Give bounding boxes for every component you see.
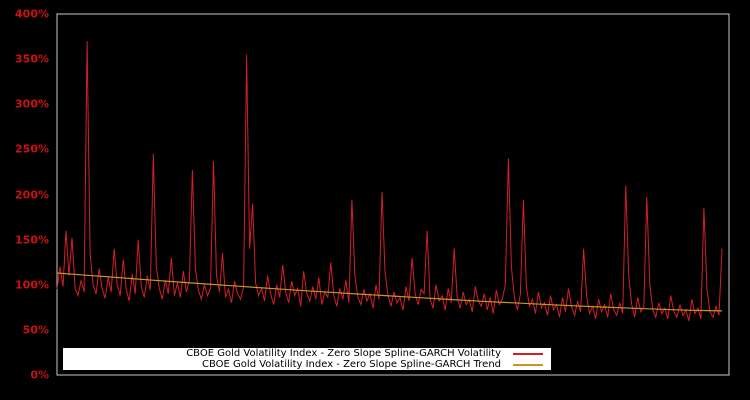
y-tick-label: 0% [30,368,49,382]
chart-legend: CBOE Gold Volatility Index - Zero Slope … [62,347,552,371]
legend-line-sample-trend [513,363,543,366]
y-tick-label: 200% [15,188,49,201]
y-tick-label: 300% [15,97,49,111]
legend-line-sample-volatility [513,352,543,355]
y-axis-labels: 0% 50% 100% 150% 200% 250% 300% 350% 400% [0,0,52,400]
plot-border [56,13,730,376]
y-tick-label: 150% [15,233,49,247]
legend-row-trend: CBOE Gold Volatility Index - Zero Slope … [63,359,551,370]
y-tick-label: 100% [15,278,49,292]
y-tick-label: 250% [15,142,49,156]
volatility-series-line [56,41,723,322]
y-tick-label: 350% [15,52,49,66]
trend-series-line [56,272,723,312]
legend-label-trend: CBOE Gold Volatility Index - Zero Slope … [202,359,501,370]
y-tick-label: 50% [22,323,49,337]
legend-label-volatility: CBOE Gold Volatility Index - Zero Slope … [186,348,501,359]
legend-row-volatility: CBOE Gold Volatility Index - Zero Slope … [63,348,551,359]
y-tick-label: 400% [15,7,49,21]
